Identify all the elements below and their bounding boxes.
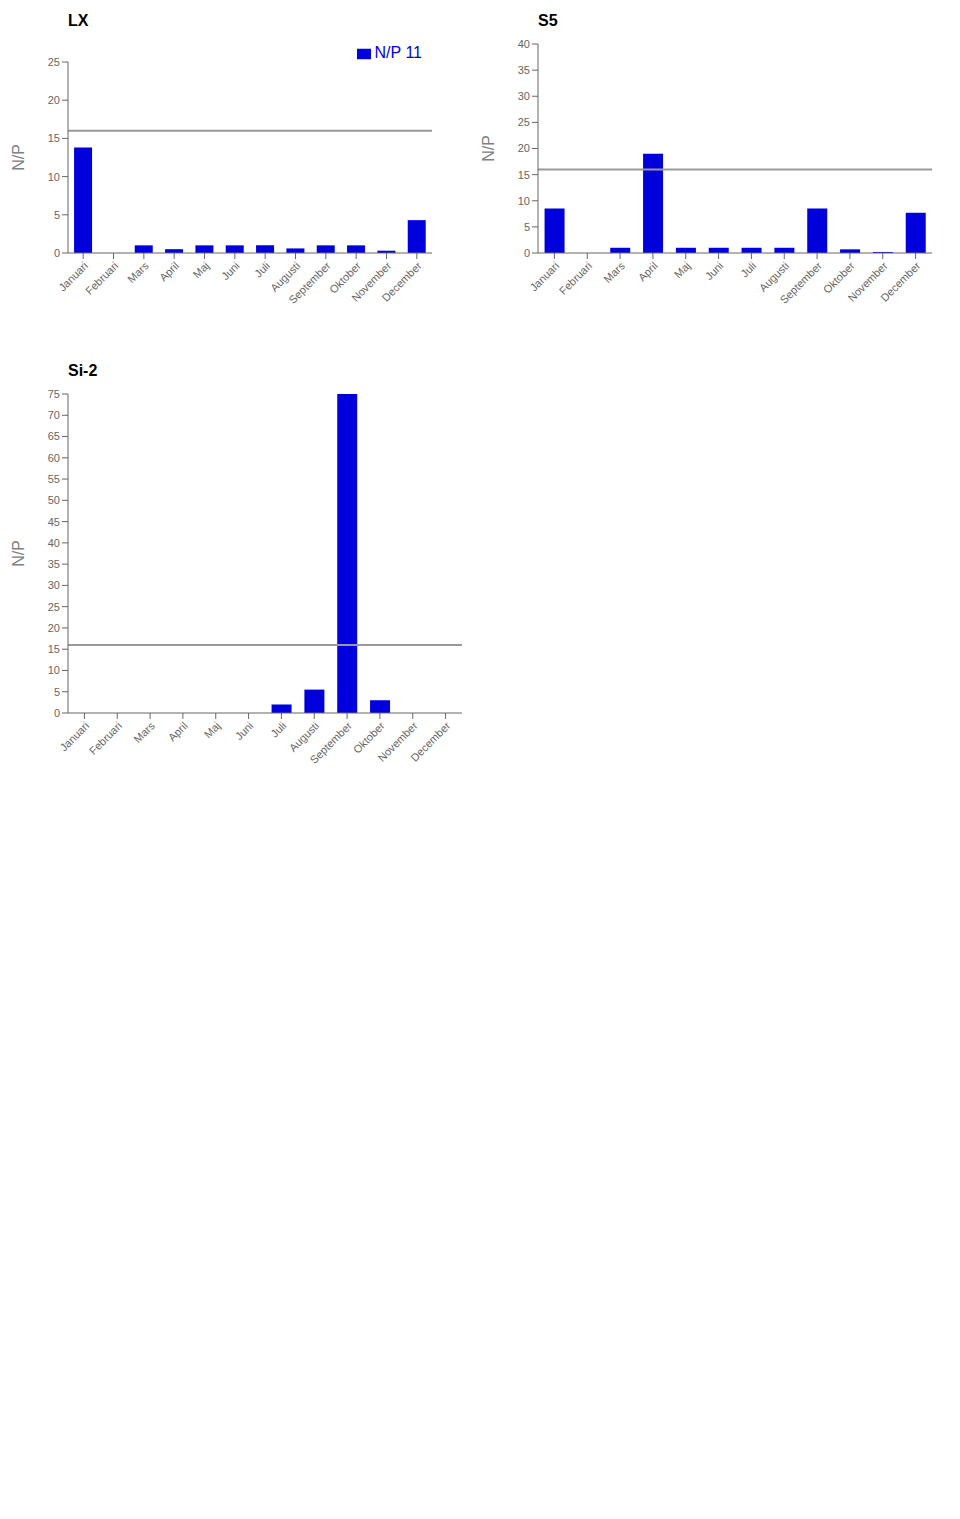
svg-text:Maj: Maj — [190, 259, 211, 280]
svg-text:September: September — [286, 259, 333, 306]
svg-text:25: 25 — [48, 56, 60, 68]
svg-text:Augusti: Augusti — [286, 719, 322, 754]
svg-text:November: November — [349, 259, 394, 304]
svg-text:5: 5 — [524, 221, 530, 233]
svg-text:10: 10 — [48, 664, 60, 676]
svg-text:15: 15 — [48, 643, 60, 655]
svg-text:35: 35 — [48, 558, 60, 570]
svg-text:Oktober: Oktober — [326, 259, 364, 296]
svg-text:Juli: Juli — [738, 259, 758, 279]
svg-text:Februari: Februari — [87, 719, 124, 756]
svg-text:N/P: N/P — [10, 144, 27, 171]
svg-text:Maj: Maj — [672, 259, 693, 280]
html-text:LX: LX — [68, 12, 89, 29]
svg-text:April: April — [636, 259, 660, 283]
svg-text:0: 0 — [54, 247, 60, 259]
svg-text:60: 60 — [48, 452, 60, 464]
svg-text:0: 0 — [54, 707, 60, 719]
svg-text:Mars: Mars — [125, 259, 151, 285]
svg-text:0: 0 — [524, 247, 530, 259]
svg-text:Januari: Januari — [527, 259, 562, 294]
svg-text:Oktober: Oktober — [820, 259, 857, 296]
svg-text:N/P: N/P — [480, 135, 497, 162]
svg-text:Augusti: Augusti — [756, 259, 792, 294]
html-text:N/P 11: N/P 11 — [374, 44, 422, 61]
svg-text:15: 15 — [518, 169, 530, 181]
svg-text:December: December — [379, 259, 424, 304]
svg-text:Oktober: Oktober — [350, 719, 387, 756]
svg-text:April: April — [157, 259, 181, 283]
svg-text:N/P: N/P — [10, 540, 27, 567]
svg-text:30: 30 — [518, 90, 530, 102]
svg-text:November: November — [845, 259, 890, 304]
svg-text:40: 40 — [518, 38, 530, 50]
svg-text:December: December — [878, 259, 923, 304]
svg-text:5: 5 — [54, 686, 60, 698]
svg-text:Augusti: Augusti — [268, 259, 303, 294]
svg-text:Februari: Februari — [83, 259, 120, 296]
svg-text:Juli: Juli — [252, 259, 272, 279]
svg-text:65: 65 — [48, 430, 60, 442]
svg-text:November: November — [375, 719, 420, 764]
svg-text:April: April — [166, 719, 190, 743]
svg-text:Januari: Januari — [57, 719, 92, 754]
svg-text:25: 25 — [48, 601, 60, 613]
svg-text:Mars: Mars — [131, 719, 157, 745]
svg-text:Maj: Maj — [202, 719, 223, 740]
svg-text:20: 20 — [48, 94, 60, 106]
svg-text:10: 10 — [48, 171, 60, 183]
svg-text:55: 55 — [48, 473, 60, 485]
svg-text:75: 75 — [48, 388, 60, 400]
svg-text:5: 5 — [54, 209, 60, 221]
svg-text:Februari: Februari — [557, 259, 594, 296]
svg-text:15: 15 — [48, 132, 60, 144]
svg-text:Juli: Juli — [268, 719, 288, 739]
svg-text:40: 40 — [48, 537, 60, 549]
svg-text:Juni: Juni — [219, 259, 242, 282]
svg-text:Juni: Juni — [703, 259, 726, 282]
svg-text:20: 20 — [518, 142, 530, 154]
svg-text:10: 10 — [518, 195, 530, 207]
svg-text:45: 45 — [48, 516, 60, 528]
svg-text:September: September — [307, 719, 354, 766]
svg-text:Januari: Januari — [56, 259, 91, 294]
html-text:Si-2: Si-2 — [68, 362, 98, 379]
svg-text:35: 35 — [518, 64, 530, 76]
svg-text:70: 70 — [48, 409, 60, 421]
svg-text:Mars: Mars — [601, 259, 627, 285]
svg-text:Juni: Juni — [233, 719, 256, 742]
svg-text:25: 25 — [518, 116, 530, 128]
svg-text:September: September — [777, 259, 824, 306]
svg-text:20: 20 — [48, 622, 60, 634]
html-text:S5: S5 — [538, 12, 558, 29]
svg-text:50: 50 — [48, 494, 60, 506]
svg-text:December: December — [408, 719, 453, 764]
svg-text:30: 30 — [48, 579, 60, 591]
